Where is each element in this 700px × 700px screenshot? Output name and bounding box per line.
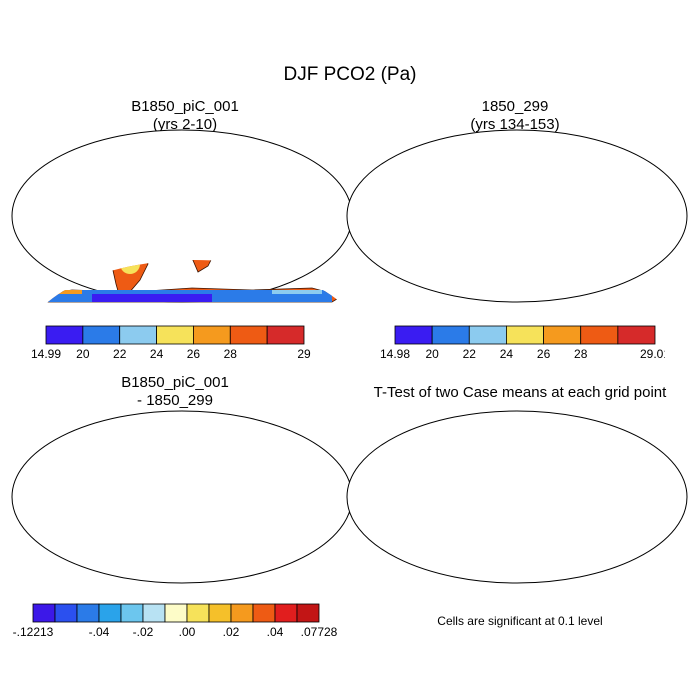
colorbar-tick-label: 26 [537, 347, 551, 361]
panel-title-line1: B1850_piC_001 [131, 98, 239, 115]
colorbar-tick-label: 14.98 [380, 347, 410, 361]
colorbar-tick-label: 24 [500, 347, 514, 361]
panel-title-bottom-left: B1850_piC_001 - 1850_299 [50, 374, 300, 410]
colorbar-tick-label: 29 [297, 347, 311, 361]
colorbar-swatch [394, 325, 433, 345]
colorbar-swatch [506, 325, 544, 345]
colorbar-tick-label: 28 [574, 347, 588, 361]
colorbar-swatch [119, 325, 157, 345]
colorbar-tick-label: 20 [425, 347, 439, 361]
colorbar-tick-label: -.12213 [13, 625, 54, 639]
colorbar-tick-label: 29.01 [640, 347, 665, 361]
colorbar-swatch [142, 603, 166, 623]
colorbar-swatch [252, 603, 276, 623]
colorbar-tick-label: -.02 [133, 625, 154, 639]
panel-title-line2: (yrs 134-153) [470, 116, 560, 133]
map-top-left [11, 129, 353, 303]
colorbar-bottom-left: -.12213 -.04 -.02 .00 .02 .04 .07728 [13, 603, 338, 639]
panel-title-line1: 1850_299 [481, 98, 549, 115]
colorbar-top-left: 14.99 20 22 24 26 28 29 [31, 325, 311, 361]
panel-title-line1: T-Test of two Case means at each grid po… [373, 384, 667, 401]
colorbar-tick-label: 28 [224, 347, 238, 361]
colorbar-swatch [193, 325, 231, 345]
colorbar-swatch [98, 603, 122, 623]
colorbar-swatch [431, 325, 470, 345]
colorbar-top-right: 14.98 20 22 24 26 28 29.01 [380, 325, 665, 361]
colorbar-tick-label: 22 [113, 347, 127, 361]
colorbar-swatch [54, 603, 78, 623]
colorbar-tick-label: -.04 [89, 625, 110, 639]
colorbar-tick-label: 22 [463, 347, 477, 361]
panel-title-bottom-right: T-Test of two Case means at each grid po… [350, 384, 690, 402]
panel-title-line1: B1850_piC_001 [121, 374, 229, 391]
colorbar-swatch [208, 603, 232, 623]
colorbar-tick-label: 24 [150, 347, 164, 361]
colorbar-swatch [617, 325, 656, 345]
colorbar-swatch [164, 603, 188, 623]
colorbar-swatch [229, 325, 268, 345]
colorbar-tick-label: .00 [179, 625, 196, 639]
colorbar-tick-label: .04 [267, 625, 284, 639]
colorbar-tick-label: 26 [187, 347, 201, 361]
colorbar-swatch [32, 603, 56, 623]
colorbar-swatch [230, 603, 254, 623]
panel-title-top-right: 1850_299 (yrs 134-153) [390, 98, 640, 134]
colorbar-tick-label: .07728 [301, 625, 338, 639]
map-top-right [346, 129, 688, 303]
colorbar-tick-label: 14.99 [31, 347, 61, 361]
colorbar-swatch [543, 325, 582, 345]
colorbar-swatch [186, 603, 210, 623]
colorbar-swatch [468, 325, 507, 345]
map-bottom-left [11, 410, 353, 584]
colorbar-swatch [45, 325, 84, 345]
main-title: DJF PCO2 (Pa) [283, 64, 417, 85]
colorbar-tick-label: 20 [76, 347, 90, 361]
colorbar-swatch [120, 603, 144, 623]
panel-title-line2: - 1850_299 [137, 392, 213, 409]
colorbar-swatch [266, 325, 305, 345]
colorbar-tick-label: .02 [223, 625, 240, 639]
colorbar-swatch [156, 325, 194, 345]
map-bottom-right [346, 410, 688, 584]
panel-title-line2: (yrs 2-10) [152, 116, 218, 133]
colorbar-swatch [274, 603, 298, 623]
colorbar-swatch [580, 325, 619, 345]
colorbar-swatch [296, 603, 320, 623]
colorbar-swatch [82, 325, 121, 345]
colorbar-swatch [76, 603, 100, 623]
ttest-significance-note: Cells are significant at 0.1 level [437, 614, 603, 628]
panel-title-top-left: B1850_piC_001 (yrs 2-10) [60, 98, 310, 134]
